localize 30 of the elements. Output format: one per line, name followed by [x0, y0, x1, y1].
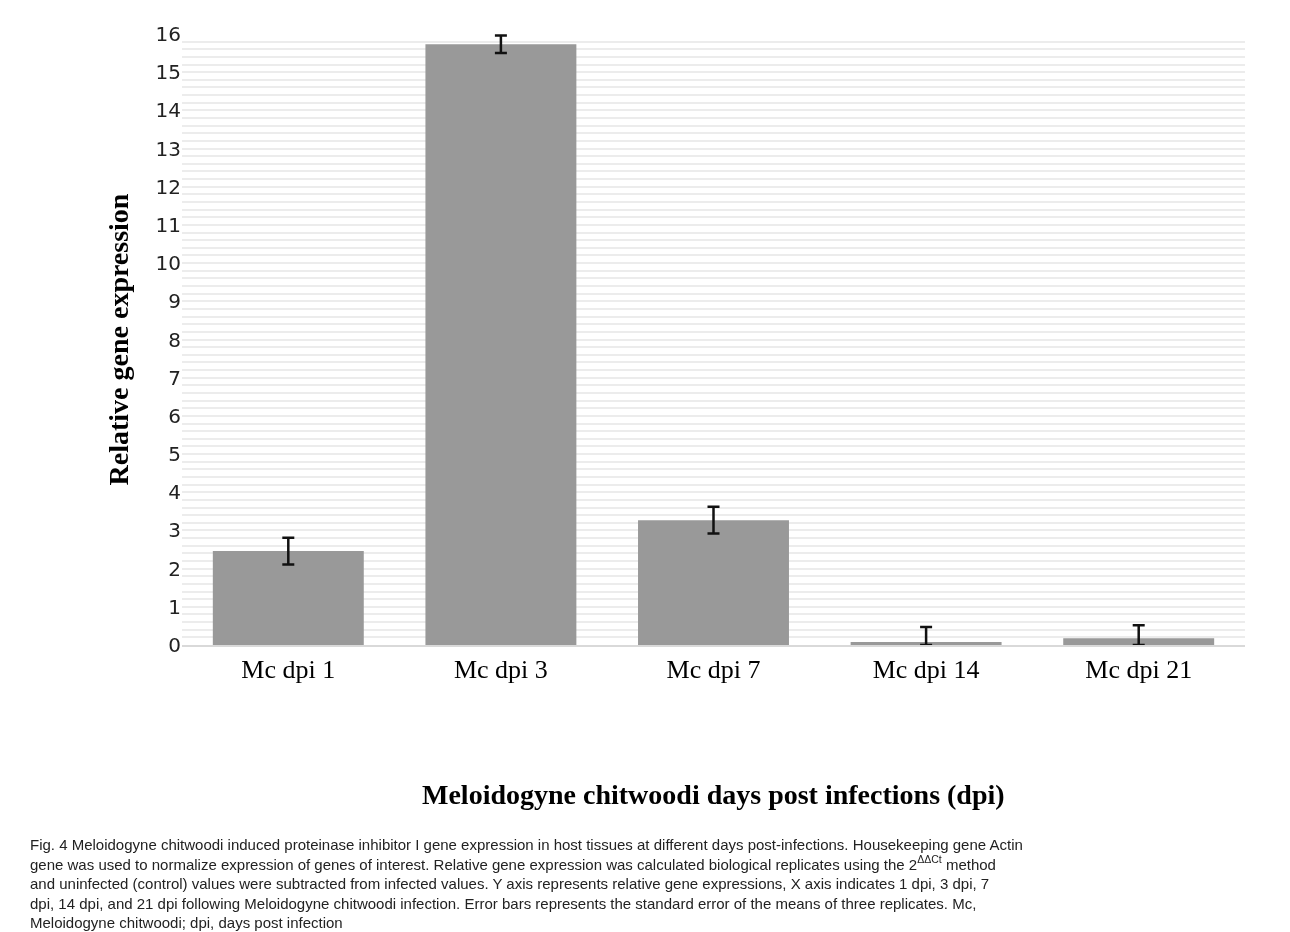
y-tick-label: 0: [168, 633, 181, 657]
y-tick-label: 3: [168, 518, 181, 543]
x-tick-label: Mc dpi 21: [1085, 655, 1193, 685]
y-tick-label: 14: [155, 98, 181, 123]
bar: [1063, 638, 1215, 645]
y-tick-label: 1: [168, 594, 181, 619]
bar: [425, 44, 577, 645]
y-tick-label: 5: [168, 442, 181, 467]
caption: Fig. 4 Meloidogyne chitwoodi induced proteinase inhibitor I gene expression in host tissues at different days post-infections. Housekeeping gene Actin gene was used to normalize expression of genes of interest. Relative gene expression was calculated biological replicates using the 2$^{ΔΔCt}$ method and uninfected (control) values were subtracted from infected values. Y axis represents relative gene expressions, X axis indicates 1 dpi, 3 dpi, 7 dpi, 14 dpi, and 21 dpi following Meloidogyne chitwoodi infection. Error bars represents the standard error of the means of three replicates. Mc, Meloidogyne chitwoodi; dpi, days post infection: [30, 836, 1023, 931]
bar: [212, 551, 364, 645]
bar: [850, 641, 1002, 645]
x-tick-label: Mc dpi 3: [453, 655, 548, 685]
y-tick-label: 2: [168, 556, 181, 581]
x-axis-title: Meloidogyne chitwoodi days post infections (dpi): [422, 779, 1005, 810]
y-tick-label: 7: [168, 365, 181, 390]
y-tick-label: 8: [168, 327, 181, 352]
x-tick-label: Mc dpi 1: [241, 655, 336, 685]
y-tick-label: 12: [155, 174, 181, 199]
y-axis-title: Relative gene expression: [103, 193, 135, 486]
y-tick-label: 15: [155, 60, 181, 85]
y-tick-label: 4: [168, 480, 181, 505]
y-tick-label: 16: [155, 22, 181, 46]
bar: [638, 520, 789, 645]
y-tick-label: 13: [155, 136, 181, 161]
x-tick-label: Mc dpi 14: [872, 655, 980, 685]
x-tick-label: Mc dpi 7: [666, 655, 761, 685]
y-tick-label: 11: [155, 212, 181, 237]
y-tick-label: 6: [168, 403, 181, 428]
y-tick-label: 10: [155, 251, 181, 276]
y-tick-label: 9: [168, 289, 181, 314]
